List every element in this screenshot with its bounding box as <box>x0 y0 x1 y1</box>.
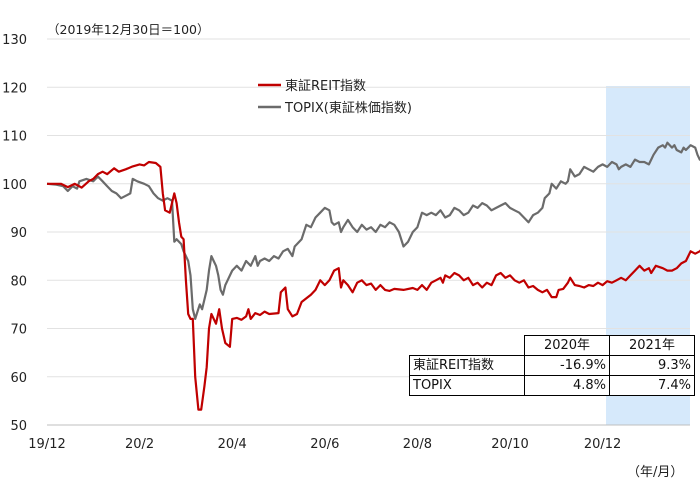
y-tick-label: 60 <box>10 371 27 386</box>
x-unit-label: （年/月） <box>627 465 683 480</box>
x-tick-label: 20/8 <box>403 437 432 452</box>
table-cell-value: 4.8% <box>524 375 610 396</box>
y-tick-label: 50 <box>10 419 27 434</box>
y-tick-label: 120 <box>2 81 27 96</box>
table-corner-cell <box>409 335 525 356</box>
table-header-row: 2020年 2021年 <box>409 335 695 356</box>
legend: 東証REIT指数 TOPIX(東証株価指数) <box>258 78 412 116</box>
table-row-reit: 東証REIT指数 -16.9% 9.3% <box>409 355 695 376</box>
y-tick-label: 90 <box>10 226 27 241</box>
table-row-label: 東証REIT指数 <box>409 355 525 376</box>
y-tick-label: 80 <box>10 274 27 289</box>
table-row-label: TOPIX <box>409 375 525 396</box>
base-date-note: （2019年12月30日＝100） <box>47 22 209 37</box>
x-axis-ticks: 19/12 20/2 20/4 20/6 20/8 20/10 20/12 <box>28 437 621 452</box>
x-tick-label: 20/6 <box>310 437 339 452</box>
y-tick-label: 110 <box>2 130 27 145</box>
x-tick-label: 20/2 <box>125 437 154 452</box>
table-header-2020: 2020年 <box>524 335 610 356</box>
x-tick-label: 19/12 <box>28 437 65 452</box>
table-cell-value: 7.4% <box>609 375 695 396</box>
x-tick-label: 20/10 <box>491 437 528 452</box>
y-tick-label: 70 <box>10 323 27 338</box>
series-line <box>47 160 700 411</box>
table-cell-value: 9.3% <box>609 355 695 376</box>
y-tick-label: 100 <box>2 178 27 193</box>
x-tick-label: 20/12 <box>584 437 621 452</box>
annual-return-table: 2020年 2021年 東証REIT指数 -16.9% 9.3% TOPIX 4… <box>409 335 695 396</box>
legend-label-reit: 東証REIT指数 <box>285 78 366 94</box>
y-gridlines <box>47 38 690 426</box>
table-header-2021: 2021年 <box>609 335 695 356</box>
legend-label-topix: TOPIX(東証株価指数) <box>284 100 412 116</box>
series-lines <box>46 141 700 411</box>
y-tick-label: 130 <box>2 33 27 48</box>
series-line <box>46 141 700 320</box>
x-tick-label: 20/4 <box>218 437 247 452</box>
table-row-topix: TOPIX 4.8% 7.4% <box>409 375 695 396</box>
table-cell-value: -16.9% <box>524 355 610 376</box>
y-axis-ticks: 50 60 70 80 90 100 110 120 130 <box>2 33 27 434</box>
